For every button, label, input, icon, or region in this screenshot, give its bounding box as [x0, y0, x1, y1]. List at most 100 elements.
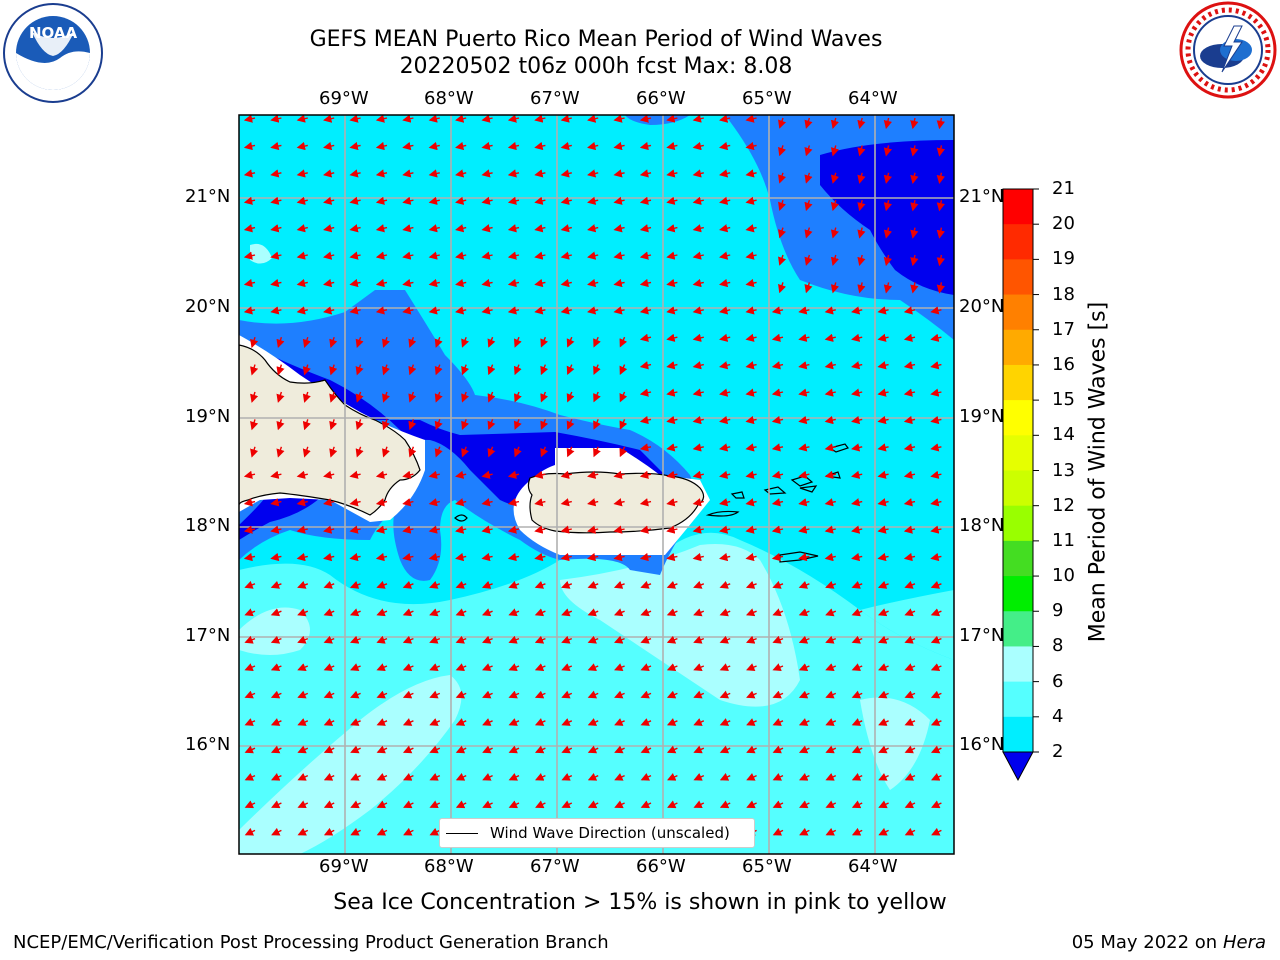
wind-wave-arrow	[481, 635, 493, 644]
wind-wave-arrow	[830, 117, 839, 129]
wind-wave-arrow	[376, 800, 388, 809]
wind-wave-arrow	[798, 663, 810, 672]
wind-wave-arrow	[323, 115, 335, 123]
land-vieques	[705, 510, 740, 517]
wind-wave-arrow	[857, 254, 866, 267]
wind-wave-arrow	[429, 580, 441, 589]
wind-wave-arrow	[930, 415, 942, 425]
wind-wave-arrow	[243, 278, 256, 288]
wind-wave-arrow	[375, 169, 388, 178]
colorbar-label: Mean Period of Wind Waves [s]	[1085, 301, 1111, 643]
wind-wave-arrow	[376, 773, 388, 781]
wind-wave-arrow	[719, 333, 731, 342]
wind-wave-arrow	[250, 336, 259, 349]
wind-wave-arrow	[402, 196, 414, 205]
wind-wave-arrow	[455, 800, 467, 809]
wind-wave-arrow	[666, 224, 678, 233]
wind-wave-arrow	[771, 525, 784, 534]
wind-wave-arrow	[350, 718, 361, 726]
wind-wave-arrow	[798, 361, 810, 370]
wind-wave-arrow	[302, 419, 311, 431]
wind-wave-arrow	[349, 580, 361, 589]
colorbar-segment	[1003, 540, 1033, 577]
wind-wave-arrow	[481, 251, 493, 260]
wind-wave-arrow	[613, 470, 625, 479]
wind-wave-arrow	[666, 141, 678, 151]
wind-wave-arrow	[560, 498, 572, 507]
wind-wave-arrow	[323, 141, 335, 151]
wind-wave-arrow	[402, 718, 414, 726]
wind-wave-arrow	[877, 306, 889, 315]
wind-wave-arrow	[296, 251, 308, 260]
lat-label-right-16n: 16°N	[959, 734, 1003, 755]
wind-wave-arrow	[639, 251, 652, 260]
wind-wave-arrow	[613, 608, 625, 617]
lat-label-left-16n: 16°N	[185, 734, 231, 755]
wind-wave-arrow	[534, 552, 546, 562]
wind-wave-arrow	[719, 115, 731, 123]
colorbar-tick-label: 2	[1052, 741, 1064, 762]
wind-wave-arrow	[349, 635, 361, 644]
wind-wave-arrow	[349, 306, 361, 315]
map-grid	[239, 115, 954, 854]
wind-wave-arrow	[434, 364, 443, 376]
wind-wave-arrow	[746, 800, 757, 809]
wind-wave-arrow	[587, 141, 599, 151]
wind-wave-arrow	[613, 196, 625, 205]
wind-wave-arrow	[745, 278, 757, 288]
wind-wave-arrow	[376, 745, 388, 754]
wind-wave-arrow	[692, 443, 704, 452]
wind-wave-arrow	[904, 690, 916, 699]
wind-wave-arrow	[639, 115, 652, 123]
wind-wave-arrow	[540, 419, 549, 430]
wind-wave-arrow	[771, 443, 784, 452]
wind-wave-arrow	[930, 361, 942, 370]
lon-label-top-68w: 68°W	[424, 88, 474, 109]
wind-wave-arrow	[745, 141, 757, 151]
wind-wave-arrow	[455, 169, 467, 178]
wind-wave-arrow	[778, 145, 787, 157]
wind-wave-arrow	[428, 224, 440, 233]
wind-wave-arrow	[376, 718, 388, 726]
wind-wave-arrow	[243, 141, 256, 151]
wind-wave-arrow	[507, 525, 520, 534]
wind-wave-arrow	[851, 443, 863, 452]
wind-wave-arrow	[613, 224, 625, 233]
lon-label-bottom-68w: 68°W	[424, 856, 474, 877]
wind-wave-arrow	[323, 278, 335, 288]
wind-wave-arrow	[507, 498, 520, 507]
wind-wave-arrow	[587, 306, 599, 315]
ocean-period-8-9-top	[250, 243, 272, 264]
wind-wave-arrow	[534, 141, 546, 151]
wind-wave-arrow	[402, 224, 414, 233]
wind-wave-arrow	[561, 800, 573, 809]
wind-wave-arrow	[455, 251, 467, 260]
wind-wave-arrow	[271, 773, 282, 781]
wind-wave-arrow	[402, 580, 414, 589]
wind-wave-arrow	[534, 718, 546, 726]
wind-wave-arrow	[931, 773, 942, 781]
wind-wave-arrow	[778, 117, 787, 129]
wind-wave-arrow	[745, 635, 757, 644]
wind-wave-arrow	[771, 498, 784, 507]
wind-wave-arrow	[323, 745, 335, 754]
wind-wave-arrow	[270, 470, 282, 479]
wind-wave-arrow	[402, 169, 414, 178]
wind-wave-arrow	[666, 718, 678, 726]
wind-wave-arrow	[561, 580, 573, 589]
wind-wave-arrow	[719, 718, 731, 726]
wind-wave-arrow	[323, 663, 335, 672]
wind-wave-arrow	[428, 470, 440, 479]
colorbar-tick-label: 8	[1052, 635, 1064, 657]
wind-wave-arrow	[877, 608, 889, 617]
wind-wave-arrow	[904, 635, 916, 644]
wind-wave-arrow	[243, 498, 256, 507]
wind-wave-arrow	[745, 361, 757, 370]
lon-label-top-69w: 69°W	[319, 88, 369, 109]
wind-wave-arrow	[798, 745, 810, 754]
wind-wave-arrow	[382, 446, 390, 458]
wind-wave-arrow	[508, 745, 520, 754]
wind-wave-arrow	[376, 608, 388, 617]
wind-wave-arrow	[772, 718, 784, 726]
wind-wave-arrow	[244, 718, 256, 726]
